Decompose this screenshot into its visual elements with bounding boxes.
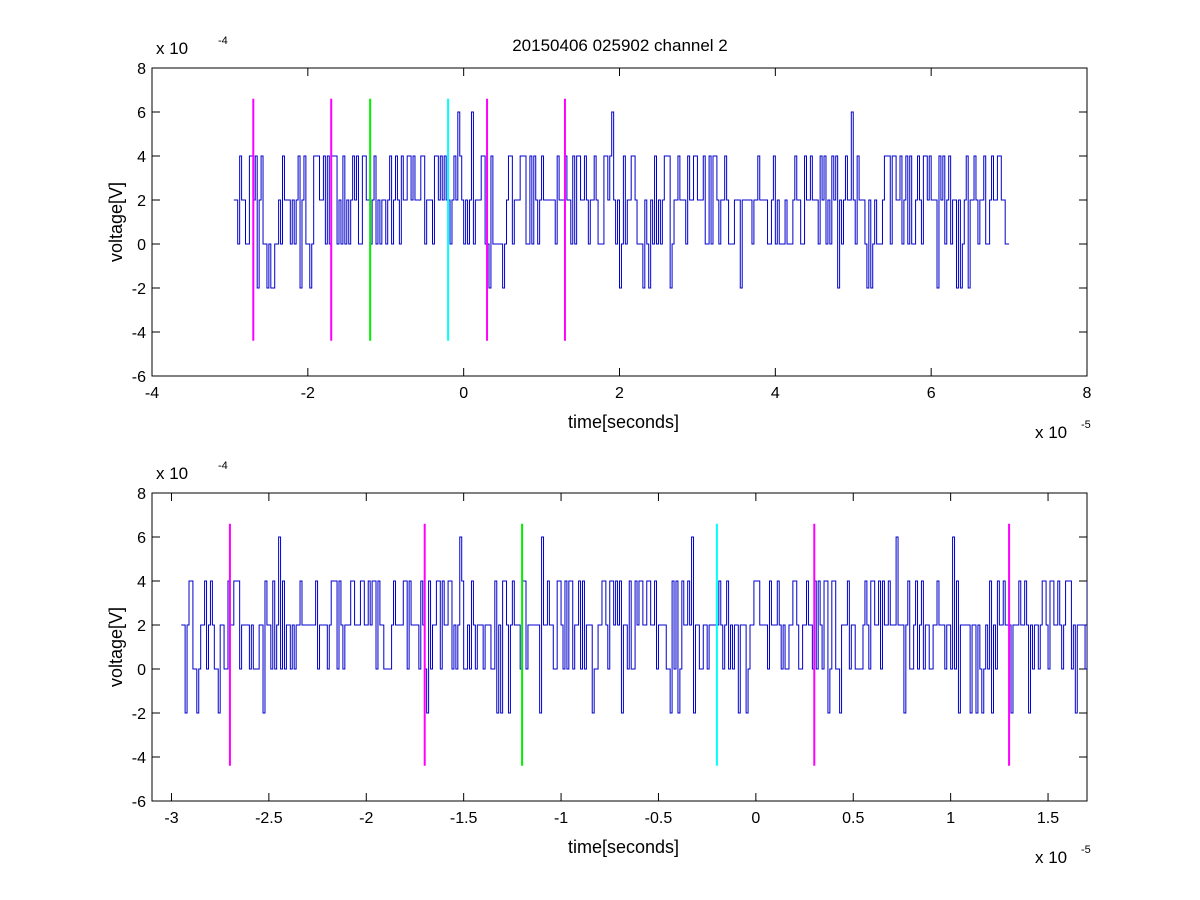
figure-title: 20150406 025902 channel 2 xyxy=(512,36,728,55)
x-exponent-label: x 10 xyxy=(1035,848,1067,867)
y-tick-label: -6 xyxy=(132,369,146,386)
x-tick-label: 2 xyxy=(615,385,624,402)
y-tick-label: 4 xyxy=(137,574,146,591)
x-tick-label: -3 xyxy=(164,810,178,827)
x-tick-label: 1.5 xyxy=(1037,810,1059,827)
x-tick-label: -2.5 xyxy=(255,810,283,827)
y-tick-label: 2 xyxy=(137,193,146,210)
y-tick-label: 8 xyxy=(137,61,146,78)
y-tick-label: 8 xyxy=(137,486,146,503)
y-tick-label: 2 xyxy=(137,618,146,635)
y-tick-label: -2 xyxy=(132,706,146,723)
y-axis-label: voltage[V] xyxy=(106,182,126,262)
y-tick-label: -6 xyxy=(132,794,146,811)
y-exponent-power: -4 xyxy=(218,35,228,47)
signal-series xyxy=(181,536,1087,714)
signal-series xyxy=(233,111,1010,289)
y-tick-label: -4 xyxy=(132,325,146,342)
x-tick-label: 8 xyxy=(1083,385,1092,402)
x-axis-label: time[seconds] xyxy=(568,837,679,857)
x-exponent-label: x 10 xyxy=(1035,423,1067,442)
x-exponent-power: -5 xyxy=(1081,419,1091,431)
y-tick-label: 6 xyxy=(137,105,146,122)
x-tick-label: 0 xyxy=(459,385,468,402)
y-tick-label: 6 xyxy=(137,530,146,547)
y-tick-label: 0 xyxy=(137,237,146,254)
x-tick-label: -2 xyxy=(359,810,373,827)
x-axis-label: time[seconds] xyxy=(568,412,679,432)
top-axes: -4 -2 0 2 4 6 8-6-4-202468time[seconds]voltage… xyxy=(106,35,1092,442)
x-tick-label: 1 xyxy=(946,810,955,827)
x-tick-label: -1.5 xyxy=(450,810,478,827)
x-exponent-power: -5 xyxy=(1081,844,1091,856)
bottom-axes: -3 -2.5 -2 -1.5 -1 -0.5 0 0.5 1 1.5 -6 -4 -2 0 2 4 6 8 tim… xyxy=(106,460,1091,867)
x-tick-label: -4 xyxy=(145,385,159,402)
y-exponent-label: x 10 xyxy=(156,39,188,58)
y-tick-label: 0 xyxy=(137,662,146,679)
x-tick-label: -2 xyxy=(301,385,315,402)
y-tick-label: -2 xyxy=(132,281,146,298)
y-exponent-label: x 10 xyxy=(156,464,188,483)
x-tick-label: 0 xyxy=(751,810,760,827)
x-tick-label: -1 xyxy=(554,810,568,827)
x-tick-label: 0.5 xyxy=(842,810,864,827)
y-axis-label: voltage[V] xyxy=(106,607,126,687)
y-exponent-power: -4 xyxy=(218,460,228,472)
x-tick-label: 4 xyxy=(771,385,780,402)
y-tick-label: 4 xyxy=(137,149,146,166)
y-tick-label: -4 xyxy=(132,750,146,767)
x-tick-label: 6 xyxy=(927,385,936,402)
x-tick-label: -0.5 xyxy=(645,810,673,827)
